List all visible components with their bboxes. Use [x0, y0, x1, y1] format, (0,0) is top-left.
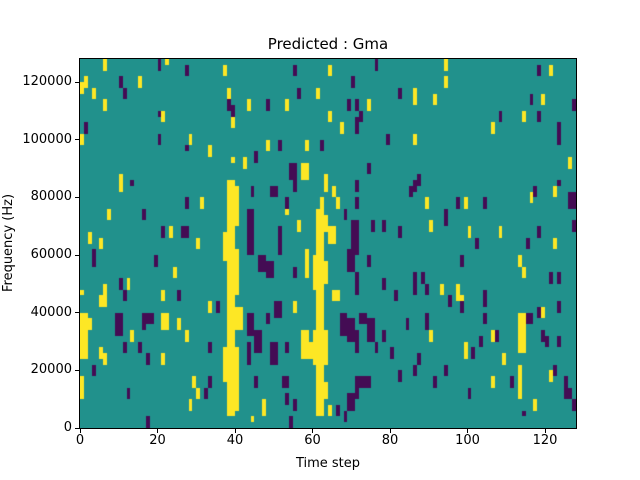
x-tick-mark — [312, 429, 313, 433]
x-tick-label: 40 — [226, 433, 244, 448]
x-tick-mark — [544, 429, 546, 433]
x-tick-label: 0 — [75, 433, 85, 448]
y-tick-label: 60000 — [30, 247, 72, 263]
x-tick-label: 20 — [149, 433, 166, 448]
x-tick-label: 80 — [381, 433, 399, 448]
x-tick-mark — [157, 429, 158, 433]
x-tick-mark — [389, 429, 391, 433]
y-tick-label: 40000 — [30, 304, 72, 320]
y-tick-label: 100000 — [22, 131, 72, 147]
y-tick-mark — [75, 196, 79, 198]
y-tick-mark — [75, 81, 79, 83]
y-tick-mark — [75, 427, 79, 429]
y-tick-label: 0 — [63, 420, 72, 435]
x-tick-label: 120 — [532, 433, 558, 448]
y-tick-label: 20000 — [30, 362, 72, 378]
y-tick-mark — [75, 312, 79, 314]
plot-title: Predicted : Gma — [267, 35, 389, 53]
y-tick-mark — [75, 369, 79, 371]
x-tick-label: 100 — [455, 433, 480, 448]
x-tick-mark — [467, 429, 468, 433]
y-tick-mark — [75, 254, 79, 256]
x-axis-label: Time step — [295, 456, 361, 471]
y-tick-label: 80000 — [30, 189, 72, 205]
y-tick-label: 120000 — [22, 74, 72, 90]
heatmap-canvas — [80, 59, 576, 428]
plot-area — [79, 58, 577, 429]
x-tick-mark — [79, 429, 81, 433]
x-tick-label: 60 — [304, 433, 321, 448]
x-tick-mark — [234, 429, 236, 433]
y-axis-label: Frequency (Hz) — [1, 193, 16, 293]
y-tick-mark — [75, 139, 79, 141]
